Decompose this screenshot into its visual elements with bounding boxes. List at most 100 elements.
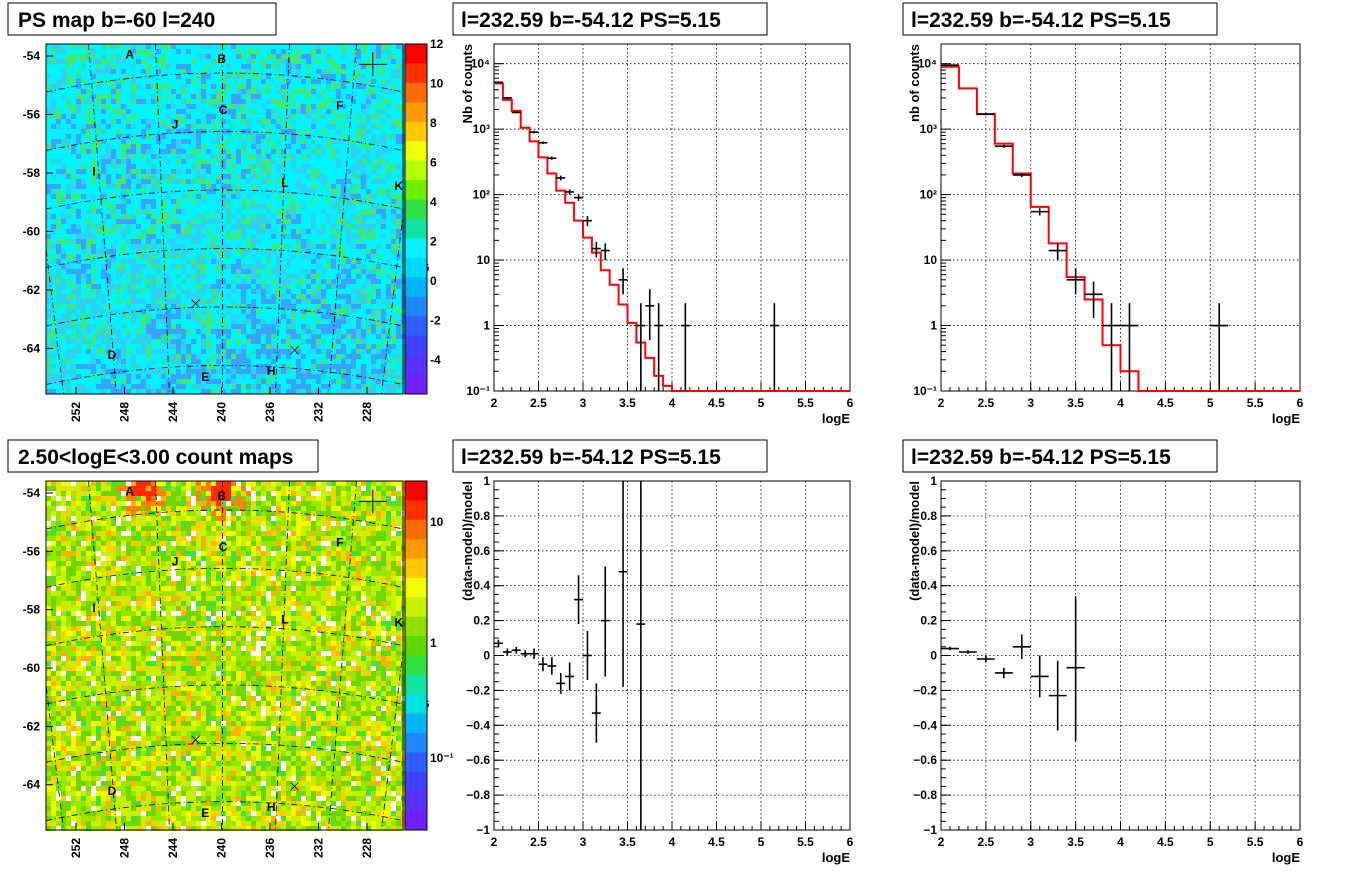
map-pixel	[176, 264, 181, 269]
map-pixel	[251, 174, 256, 179]
map-pixel	[376, 344, 381, 349]
map-pixel	[251, 44, 256, 49]
map-pixel	[251, 284, 256, 289]
map-pixel	[301, 254, 306, 259]
map-pixel	[331, 144, 336, 149]
map-pixel	[116, 209, 121, 214]
map-pixel	[106, 239, 111, 244]
map-pixel	[346, 369, 351, 374]
map-pixel	[126, 219, 131, 224]
map-pixel	[191, 209, 196, 214]
map-pixel	[151, 294, 156, 299]
map-pixel	[351, 229, 356, 234]
map-pixel	[156, 259, 161, 264]
map-pixel	[291, 184, 296, 189]
map-pixel	[66, 369, 71, 374]
map-pixel	[326, 144, 331, 149]
map-pixel	[366, 184, 371, 189]
map-pixel	[181, 314, 186, 319]
map-pixel	[91, 244, 96, 249]
map-pixel	[251, 274, 256, 279]
map-pixel	[326, 289, 331, 294]
map-pixel	[241, 109, 246, 114]
map-pixel	[241, 164, 246, 169]
map-pixel	[266, 334, 271, 339]
map-pixel	[286, 94, 291, 99]
map-pixel	[221, 179, 226, 184]
map-pixel	[316, 234, 321, 239]
map-pixel	[171, 274, 176, 279]
map-pixel	[356, 334, 361, 339]
map-pixel	[196, 254, 201, 259]
map-pixel	[356, 239, 361, 244]
map-pixel	[86, 114, 91, 119]
map-pixel	[306, 109, 311, 114]
map-pixel	[236, 369, 241, 374]
map-pixel	[221, 289, 226, 294]
map-pixel	[221, 359, 226, 364]
map-pixel	[206, 69, 211, 74]
map-pixel	[176, 359, 181, 364]
map-pixel	[181, 99, 186, 104]
map-pixel	[271, 184, 276, 189]
map-pixel	[376, 244, 381, 249]
map-pixel	[276, 359, 281, 364]
map-pixel	[146, 259, 151, 264]
map-pixel	[166, 199, 171, 204]
map-pixel	[216, 49, 221, 54]
map-pixel	[126, 329, 131, 334]
map-pixel	[256, 344, 261, 349]
map-pixel	[106, 349, 111, 354]
map-pixel	[76, 94, 81, 99]
map-pixel	[311, 69, 316, 74]
map-pixel	[46, 244, 51, 249]
map-pixel	[326, 174, 331, 179]
map-pixel	[261, 209, 266, 214]
map-pixel	[311, 99, 316, 104]
map-pixel	[46, 239, 51, 244]
map-pixel	[231, 349, 236, 354]
map-pixel	[126, 199, 131, 204]
map-pixel	[371, 194, 376, 199]
map-pixel	[381, 249, 386, 254]
map-pixel	[176, 329, 181, 334]
map-pixel	[206, 249, 211, 254]
map-pixel	[251, 199, 256, 204]
map-pixel	[186, 224, 191, 229]
map-pixel	[266, 49, 271, 54]
map-pixel	[181, 59, 186, 64]
map-pixel	[261, 384, 266, 389]
map-pixel	[336, 204, 341, 209]
map-pixel	[211, 154, 216, 159]
map-pixel	[386, 129, 391, 134]
map-pixel	[136, 74, 141, 79]
map-pixel	[341, 374, 346, 379]
map-pixel	[221, 209, 226, 214]
map-pixel	[271, 339, 276, 344]
map-pixel	[356, 364, 361, 369]
map-pixel	[266, 249, 271, 254]
map-pixel	[81, 334, 86, 339]
map-pixel	[141, 64, 146, 69]
map-pixel	[381, 184, 386, 189]
map-pixel	[106, 354, 111, 359]
map-pixel	[171, 154, 176, 159]
map-pixel	[251, 224, 256, 229]
map-pixel	[321, 134, 326, 139]
map-pixel	[106, 59, 111, 64]
map-pixel	[96, 284, 101, 289]
map-pixel	[246, 304, 251, 309]
map-pixel	[386, 229, 391, 234]
map-pixel	[351, 309, 356, 314]
map-pixel	[156, 249, 161, 254]
map-pixel	[56, 279, 61, 284]
map-pixel	[271, 224, 276, 229]
map-pixel	[316, 369, 321, 374]
map-pixel	[346, 169, 351, 174]
map-pixel	[166, 174, 171, 179]
map-pixel	[301, 314, 306, 319]
map-pixel	[126, 94, 131, 99]
map-pixel	[151, 209, 156, 214]
map-pixel	[341, 159, 346, 164]
map-pixel	[351, 339, 356, 344]
